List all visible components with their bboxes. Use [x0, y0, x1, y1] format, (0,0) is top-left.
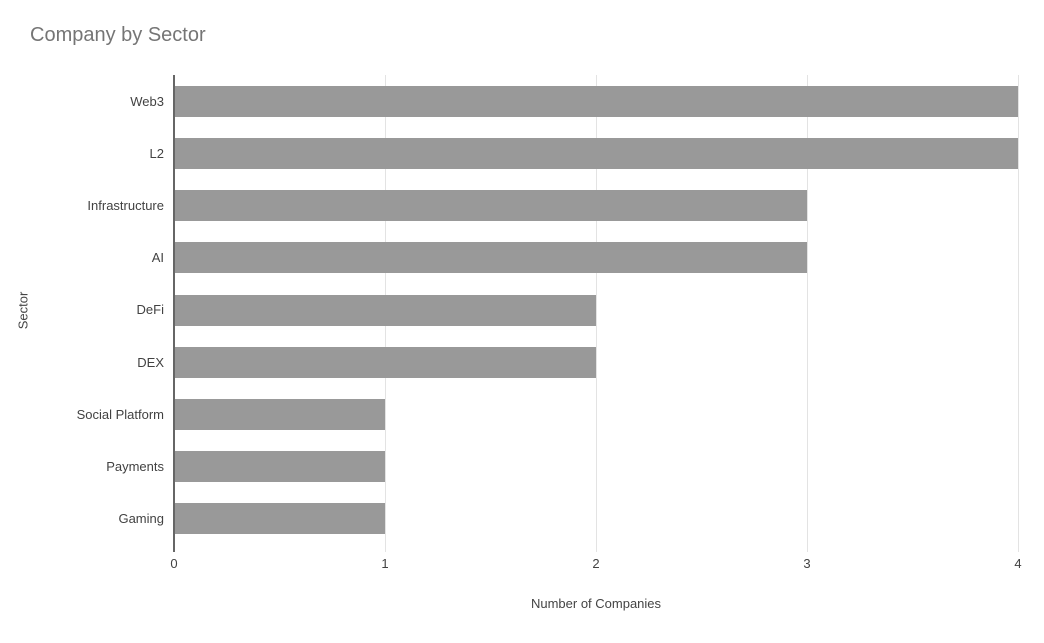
- category-label: AI: [151, 250, 164, 266]
- bar: [175, 294, 596, 326]
- category-label: DEX: [137, 354, 164, 370]
- category-label: DeFi: [136, 302, 164, 318]
- bar: [175, 137, 1018, 169]
- x-tick-label: 0: [170, 556, 178, 571]
- category-label: Social Platform: [76, 406, 164, 422]
- bar: [175, 346, 596, 378]
- bar: [175, 85, 1018, 117]
- bar: [175, 190, 807, 222]
- x-tick-label: 3: [803, 556, 811, 571]
- gridline: [807, 75, 808, 552]
- chart-title: Company by Sector: [30, 24, 206, 46]
- category-label: L2: [149, 145, 164, 161]
- x-tick-label: 1: [381, 556, 389, 571]
- category-label: Payments: [106, 459, 164, 475]
- plot-area: 0 1 2 3 4 Web3 L2 Infrastructure AI DeFi DEX Social…: [77, 75, 1022, 571]
- bar: [175, 242, 807, 274]
- category-label: Infrastructure: [87, 198, 164, 214]
- y-axis-line: [173, 75, 175, 552]
- x-axis-title: Number of Companies: [530, 596, 662, 611]
- gridline: [1018, 75, 1019, 552]
- bar: [175, 398, 385, 430]
- category-label: Web3: [130, 93, 164, 109]
- gridline: [596, 75, 597, 552]
- bar: [175, 503, 385, 535]
- x-tick-label: 2: [592, 556, 600, 571]
- category-label: Gaming: [118, 511, 164, 527]
- bar: [175, 451, 385, 483]
- x-tick-label: 4: [1014, 556, 1022, 571]
